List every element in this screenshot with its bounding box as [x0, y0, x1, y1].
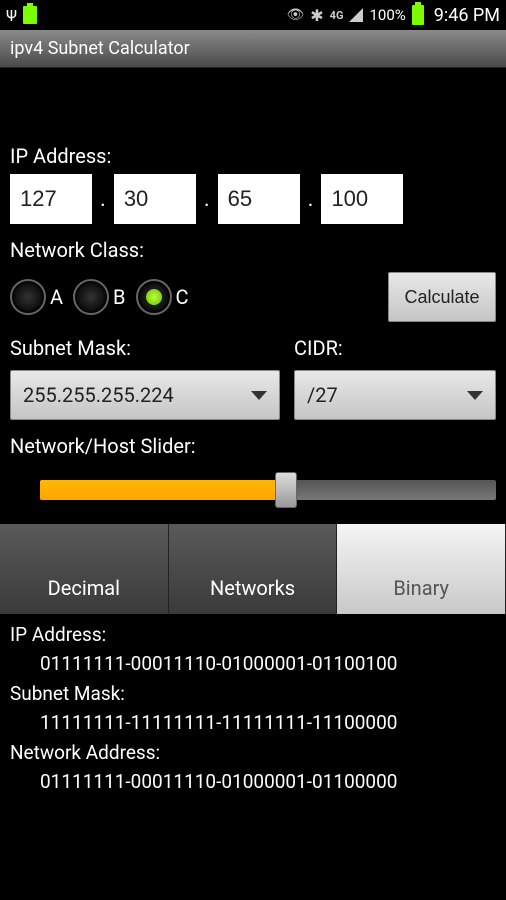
cidr-dropdown[interactable]: /27	[294, 370, 496, 420]
usb-icon: Ψ	[6, 6, 17, 25]
result-net-label: Network Address:	[10, 738, 496, 767]
clock: 9:46 PM	[434, 5, 500, 26]
network-class-row: A B C Calculate	[0, 268, 506, 336]
smart-stay-icon: 👁	[286, 7, 304, 23]
ip-octet-2[interactable]	[114, 174, 196, 224]
ip-address-label: IP Address:	[0, 144, 506, 174]
ip-octet-3[interactable]	[218, 174, 300, 224]
status-bar: Ψ 👁 ✱ 4G 100% 9:46 PM	[0, 0, 506, 30]
network-host-slider[interactable]	[40, 478, 496, 502]
dot-separator: .	[198, 187, 216, 212]
slider-thumb[interactable]	[275, 472, 297, 508]
signal-icon	[349, 8, 363, 22]
class-a-radio[interactable]	[10, 279, 46, 315]
result-mask-value: 11111111-11111111-11111111-11100000	[10, 708, 496, 737]
ip-octet-1[interactable]	[10, 174, 92, 224]
network-class-label: Network Class:	[0, 238, 506, 268]
network-type: 4G	[330, 9, 344, 22]
bluetooth-icon: ✱	[310, 6, 323, 25]
subnet-mask-value: 255.255.255.224	[23, 383, 174, 407]
cidr-value: /27	[307, 383, 338, 407]
subnet-mask-label: Subnet Mask:	[10, 336, 280, 366]
class-c-radio[interactable]	[136, 279, 172, 315]
slider-label: Network/Host Slider:	[0, 420, 506, 464]
calculate-button[interactable]: Calculate	[388, 272, 496, 322]
tab-networks[interactable]: Networks	[169, 524, 338, 614]
class-b-label: B	[113, 285, 125, 309]
chevron-down-icon	[251, 391, 267, 400]
app-title-bar: ipv4 Subnet Calculator	[0, 30, 506, 68]
battery-icon	[412, 5, 424, 25]
ip-input-row: . . .	[0, 174, 506, 238]
dot-separator: .	[302, 187, 320, 212]
dot-separator: .	[94, 187, 112, 212]
app-title: ipv4 Subnet Calculator	[10, 38, 190, 59]
chevron-down-icon	[467, 391, 483, 400]
results-panel: IP Address: 01111111-00011110-01000001-0…	[0, 614, 506, 803]
subnet-mask-dropdown[interactable]: 255.255.255.224	[10, 370, 280, 420]
tab-decimal[interactable]: Decimal	[0, 524, 169, 614]
result-ip-label: IP Address:	[10, 620, 496, 649]
battery-percent: 100%	[369, 6, 405, 24]
class-b-radio[interactable]	[73, 279, 109, 315]
tab-binary[interactable]: Binary	[337, 524, 506, 614]
cidr-label: CIDR:	[294, 336, 496, 366]
result-ip-value: 01111111-00011110-01000001-01100100	[10, 649, 496, 678]
result-net-value: 01111111-00011110-01000001-01100000	[10, 767, 496, 796]
battery-small-icon	[23, 6, 37, 24]
ip-octet-4[interactable]	[321, 174, 403, 224]
class-a-label: A	[50, 285, 63, 309]
class-c-label: C	[176, 285, 189, 309]
result-tabs: Decimal Networks Binary	[0, 524, 506, 614]
result-mask-label: Subnet Mask:	[10, 679, 496, 708]
